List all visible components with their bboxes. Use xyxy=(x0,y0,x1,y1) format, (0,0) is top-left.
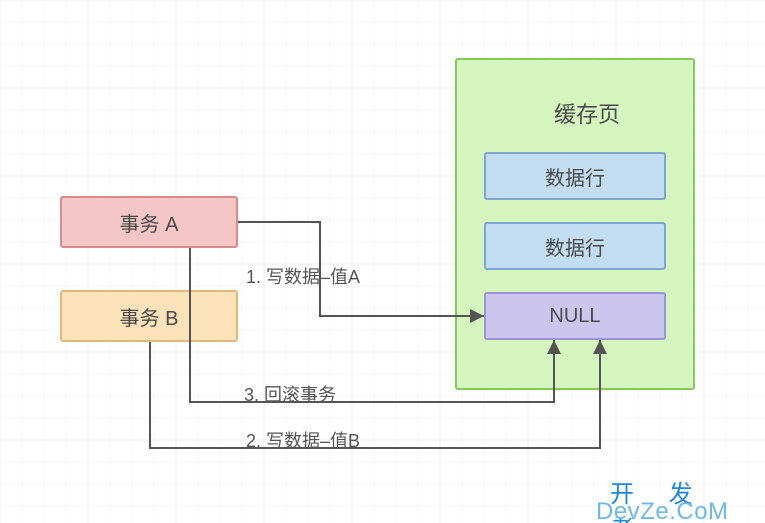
data-row-1-label: 数据行 xyxy=(545,162,605,191)
edge-2-label: 2. 写数据–值B xyxy=(246,427,360,453)
data-row-2-label: 数据行 xyxy=(545,232,605,261)
edge-1-label: 1. 写数据–值A xyxy=(246,263,360,289)
diagram-canvas: 缓存页 数据行 数据行 NULL 事务 A 事务 B 1. 写数据–值A 3. … xyxy=(0,0,765,523)
watermark-en: DevZe.CoM xyxy=(596,498,729,523)
data-row-null: NULL xyxy=(484,292,666,340)
transaction-b-box: 事务 B xyxy=(60,290,238,342)
data-row-null-label: NULL xyxy=(549,305,600,328)
cache-page-title: 缓存页 xyxy=(554,97,620,129)
data-row-1: 数据行 xyxy=(484,152,666,200)
transaction-b-label: 事务 B xyxy=(120,302,179,331)
edge-3-label: 3. 回滚事务 xyxy=(244,381,336,407)
transaction-a-box: 事务 A xyxy=(60,196,238,248)
data-row-2: 数据行 xyxy=(484,222,666,270)
transaction-a-label: 事务 A xyxy=(120,208,179,237)
